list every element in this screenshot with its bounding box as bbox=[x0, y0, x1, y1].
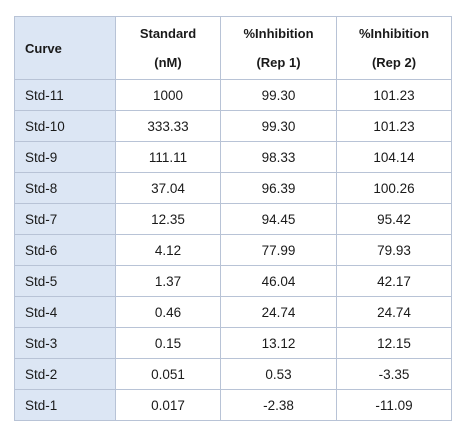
cell-rep1: 99.30 bbox=[220, 79, 337, 111]
table-row: Std-5 1.37 46.04 42.17 bbox=[14, 265, 452, 297]
cell-curve: Std-9 bbox=[14, 141, 116, 173]
cell-standard: 0.017 bbox=[115, 389, 221, 421]
cell-rep2: 100.26 bbox=[336, 172, 452, 204]
table-row: Std-3 0.15 13.12 12.15 bbox=[14, 327, 452, 359]
table-row: Std-10 333.33 99.30 101.23 bbox=[14, 110, 452, 142]
cell-standard: 12.35 bbox=[115, 203, 221, 235]
header-rep1: %Inhibition (Rep 1) bbox=[220, 16, 337, 80]
cell-rep1: 46.04 bbox=[220, 265, 337, 297]
cell-rep1: 96.39 bbox=[220, 172, 337, 204]
standard-curve-table: Curve Standard (nM) %Inhibition (Rep 1) … bbox=[14, 16, 452, 421]
cell-curve: Std-8 bbox=[14, 172, 116, 204]
cell-standard: 1.37 bbox=[115, 265, 221, 297]
cell-standard: 0.051 bbox=[115, 358, 221, 390]
cell-rep2: -3.35 bbox=[336, 358, 452, 390]
header-standard: Standard (nM) bbox=[115, 16, 221, 80]
cell-curve: Std-2 bbox=[14, 358, 116, 390]
table-row: Std-11 1000 99.30 101.23 bbox=[14, 79, 452, 111]
cell-rep1: 99.30 bbox=[220, 110, 337, 142]
cell-curve: Std-3 bbox=[14, 327, 116, 359]
header-rep1-line2: (Rep 1) bbox=[256, 55, 301, 70]
cell-curve: Std-7 bbox=[14, 203, 116, 235]
cell-standard: 0.15 bbox=[115, 327, 221, 359]
header-rep1-line1: %Inhibition bbox=[243, 26, 314, 41]
table-row: Std-6 4.12 77.99 79.93 bbox=[14, 234, 452, 266]
cell-curve: Std-5 bbox=[14, 265, 116, 297]
cell-standard: 111.11 bbox=[115, 141, 221, 173]
cell-rep1: 13.12 bbox=[220, 327, 337, 359]
cell-curve: Std-11 bbox=[14, 79, 116, 111]
cell-rep2: -11.09 bbox=[336, 389, 452, 421]
cell-rep2: 42.17 bbox=[336, 265, 452, 297]
header-rep2-line2: (Rep 2) bbox=[371, 55, 417, 70]
header-row: Curve Standard (nM) %Inhibition (Rep 1) … bbox=[14, 16, 452, 80]
cell-rep2: 95.42 bbox=[336, 203, 452, 235]
header-curve: Curve bbox=[14, 16, 116, 80]
cell-rep1: 94.45 bbox=[220, 203, 337, 235]
header-rep2: %Inhibition (Rep 2) bbox=[336, 16, 452, 80]
cell-rep1: 77.99 bbox=[220, 234, 337, 266]
cell-curve: Std-4 bbox=[14, 296, 116, 328]
table-row: Std-4 0.46 24.74 24.74 bbox=[14, 296, 452, 328]
cell-rep2: 101.23 bbox=[336, 79, 452, 111]
table-row: Std-8 37.04 96.39 100.26 bbox=[14, 172, 452, 204]
cell-standard: 1000 bbox=[115, 79, 221, 111]
cell-standard: 0.46 bbox=[115, 296, 221, 328]
table-header: Curve Standard (nM) %Inhibition (Rep 1) … bbox=[14, 16, 452, 80]
header-standard-line1: Standard bbox=[139, 26, 197, 41]
cell-rep2: 12.15 bbox=[336, 327, 452, 359]
cell-rep1: 0.53 bbox=[220, 358, 337, 390]
cell-standard: 37.04 bbox=[115, 172, 221, 204]
cell-rep1: -2.38 bbox=[220, 389, 337, 421]
table-body: Std-11 1000 99.30 101.23 Std-10 333.33 9… bbox=[14, 79, 452, 421]
cell-rep2: 24.74 bbox=[336, 296, 452, 328]
cell-curve: Std-6 bbox=[14, 234, 116, 266]
header-rep2-line1: %Inhibition bbox=[358, 26, 430, 41]
cell-rep1: 24.74 bbox=[220, 296, 337, 328]
cell-rep2: 79.93 bbox=[336, 234, 452, 266]
header-standard-line2: (nM) bbox=[154, 55, 182, 70]
table-row: Std-9 111.11 98.33 104.14 bbox=[14, 141, 452, 173]
table-row: Std-7 12.35 94.45 95.42 bbox=[14, 203, 452, 235]
cell-rep1: 98.33 bbox=[220, 141, 337, 173]
table-row: Std-2 0.051 0.53 -3.35 bbox=[14, 358, 452, 390]
cell-rep2: 104.14 bbox=[336, 141, 452, 173]
table-row: Std-1 0.017 -2.38 -11.09 bbox=[14, 389, 452, 421]
cell-standard: 333.33 bbox=[115, 110, 221, 142]
cell-curve: Std-10 bbox=[14, 110, 116, 142]
cell-rep2: 101.23 bbox=[336, 110, 452, 142]
cell-curve: Std-1 bbox=[14, 389, 116, 421]
cell-standard: 4.12 bbox=[115, 234, 221, 266]
